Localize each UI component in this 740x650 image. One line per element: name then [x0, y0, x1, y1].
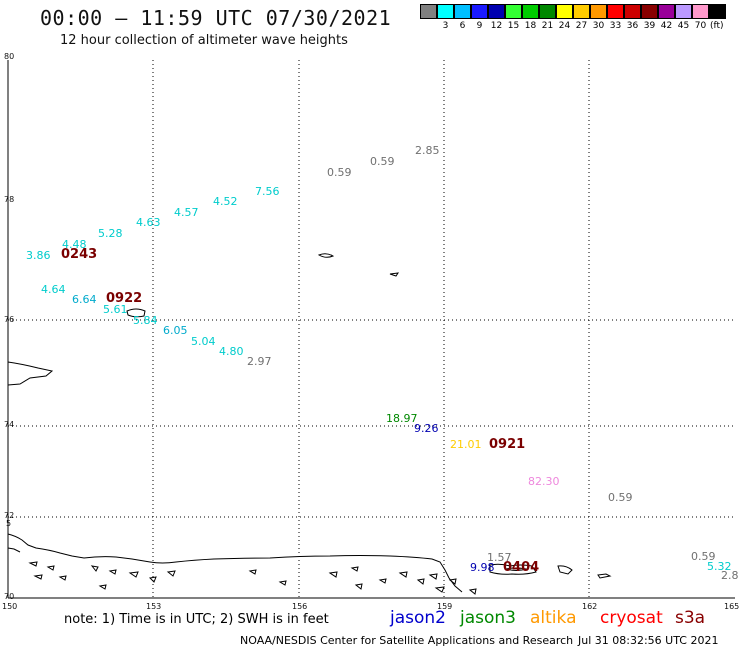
wave-height-label: 18.97: [386, 412, 418, 425]
coastline: [7, 253, 612, 595]
lon-label-162: 162: [582, 602, 598, 611]
pass-time-label: 0922: [106, 291, 143, 306]
legend-swatch: [454, 4, 471, 19]
legend-swatch: [522, 4, 539, 19]
generated-timestamp: Jul 31 08:32:56 UTC 2021: [578, 634, 719, 647]
wave-height-label: 4.80: [219, 345, 244, 358]
legend-tick-label: 70: [694, 21, 707, 31]
legend-swatch: [573, 4, 590, 19]
legend-swatch: [505, 4, 522, 19]
legend-swatch: [675, 4, 692, 19]
legend-swatch: [437, 4, 454, 19]
legend-swatch: [624, 4, 641, 19]
wave-height-label: 5.61: [103, 303, 128, 316]
pass-time-label: 0404: [503, 560, 540, 575]
wave-height-label: 4.57: [174, 206, 199, 219]
legend-swatch: [641, 4, 658, 19]
satellite-jason3: jason3: [460, 608, 516, 628]
legend-swatch: [420, 4, 437, 19]
lat-label-70: 70: [4, 592, 15, 601]
satellite-altika: altika: [530, 608, 577, 628]
legend-tick-label: 6: [459, 21, 466, 31]
pass-time-label: 0921: [489, 437, 526, 452]
wave-height-label: 2.8: [721, 569, 739, 582]
legend-tick-label: 15: [507, 21, 520, 31]
legend-swatch: [488, 4, 505, 19]
wave-height-label: 0.59: [327, 166, 352, 179]
legend-tick-label: 3: [442, 21, 449, 31]
lat-label-80: 80: [4, 52, 15, 61]
wave-height-label: 82.30: [528, 475, 560, 488]
lat-label-76: 76: [4, 315, 15, 324]
lon-label-153: 153: [146, 602, 162, 611]
legend-tick-label: 12: [490, 21, 503, 31]
note-text: note: 1) Time is in UTC; 2) SWH is in fe…: [64, 612, 329, 627]
wave-height-label: 6.64: [72, 293, 97, 306]
lat-label-74: 74: [4, 420, 15, 429]
legend-tick-label: 18: [524, 21, 537, 31]
pass-time-label: 0243: [61, 247, 98, 262]
legend-tick-label: 27: [575, 21, 588, 31]
wave-height-label: 6.05: [163, 324, 188, 337]
wave-height-label: 21.01: [450, 438, 482, 451]
wave-height-label: 1.57: [487, 551, 512, 564]
legend-swatch: [658, 4, 675, 19]
legend-swatch: [471, 4, 488, 19]
satellite-jason2: jason2: [390, 608, 446, 628]
lat-label-78: 78: [4, 195, 15, 204]
legend-tick-label: 30: [592, 21, 605, 31]
wave-height-label: 4.48: [62, 238, 87, 251]
wave-height-label: 2.97: [247, 355, 272, 368]
wave-height-label: 9.26: [414, 422, 439, 435]
frame: [7, 60, 735, 599]
graticule: [8, 60, 735, 600]
wave-height-label: 0.59: [691, 550, 716, 563]
lon-label-156: 156: [292, 602, 308, 611]
color-legend: 3 6 9 12 15 18 21 24 27 30 33 36 39 42 45 70 (ft): [420, 4, 730, 36]
legend-swatch: [590, 4, 607, 19]
wave-height-label: 5.28: [98, 227, 123, 240]
wave-height-label: 9.98: [470, 561, 495, 574]
wave-height-label: 2.85: [415, 144, 440, 157]
wave-height-label: 0.59: [608, 491, 633, 504]
legend-tick-label: 9: [476, 21, 483, 31]
legend-swatch: [709, 4, 726, 19]
wave-height-label: 5.04: [191, 335, 216, 348]
legend-swatch: [692, 4, 709, 19]
legend-tick-label: 45: [677, 21, 690, 31]
legend-tick-label: 33: [609, 21, 622, 31]
legend-tick-label: 42: [660, 21, 673, 31]
satellite-s3a: s3a: [675, 608, 706, 628]
wave-height-label: 4.63: [136, 216, 161, 229]
wave-height-label: 4.52: [213, 195, 238, 208]
legend-tick-label: 39: [643, 21, 656, 31]
wave-height-label: 5.32: [707, 560, 732, 573]
lon-label-159: 159: [437, 602, 453, 611]
legend-tick-label: 24: [558, 21, 571, 31]
wave-height-label: 3.86: [26, 249, 51, 262]
legend-unit: (ft): [710, 21, 724, 31]
legend-tick-label: 21: [541, 21, 554, 31]
wave-height-label: 0.59: [370, 155, 395, 168]
page-subtitle: 12 hour collection of altimeter wave hei…: [60, 33, 348, 48]
wave-height-label: 4.64: [41, 283, 66, 296]
legend-swatch: [556, 4, 573, 19]
legend-tick-label: 36: [626, 21, 639, 31]
lat-label-extra: 5: [6, 519, 12, 528]
page-title: 00:00 – 11:59 UTC 07/30/2021: [40, 6, 392, 30]
lon-label-150: 150: [2, 602, 18, 611]
lat-label-72: 72: [4, 511, 15, 520]
wave-height-label: 7.56: [255, 185, 280, 198]
legend-swatch: [607, 4, 624, 19]
wave-height-label: 5.84: [133, 314, 158, 327]
lon-label-165: 165: [724, 602, 740, 611]
legend-swatch: [539, 4, 556, 19]
footer-credit: NOAA/NESDIS Center for Satellite Applica…: [240, 634, 574, 647]
satellite-cryosat: cryosat: [600, 608, 663, 628]
